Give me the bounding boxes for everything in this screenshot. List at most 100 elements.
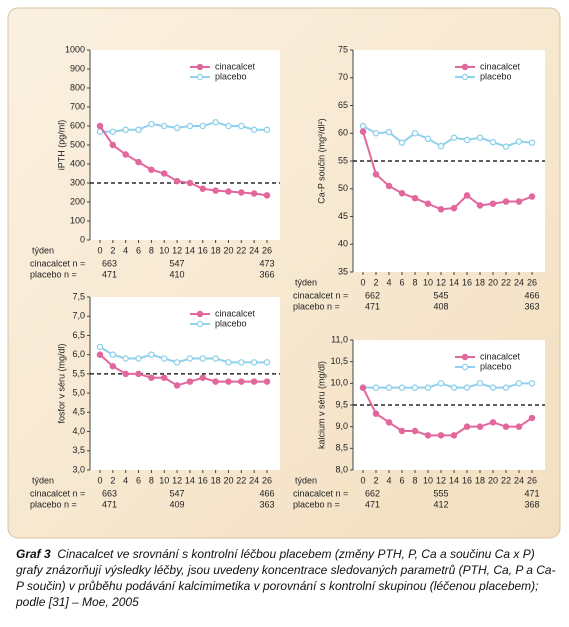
- y-tick-label: 75: [338, 44, 348, 54]
- data-point: [515, 138, 523, 145]
- data-point: [489, 200, 497, 207]
- y-tick-label: 8,0: [335, 464, 348, 474]
- legend-marker: [196, 320, 204, 328]
- x-tick-label: 10: [423, 277, 433, 287]
- data-point: [359, 384, 367, 391]
- y-tick-label: 1000: [65, 44, 85, 54]
- y-tick-label: 700: [70, 101, 85, 111]
- data-point: [450, 432, 458, 439]
- n-row-label: placebo n =: [30, 499, 77, 509]
- data-point: [489, 419, 497, 426]
- y-tick-label: 3,0: [72, 464, 85, 474]
- legend-marker: [196, 310, 204, 318]
- y-tick-label: 7,5: [72, 291, 85, 301]
- data-point: [225, 188, 232, 195]
- y-tick-label: 900: [70, 63, 85, 73]
- y-tick-label: 300: [70, 177, 85, 187]
- data-point: [424, 384, 432, 391]
- caption-text: Cinacalcet ve srovnání s kontrolní léčbo…: [16, 547, 556, 609]
- legend-label: placebo: [480, 71, 512, 81]
- y-tick-label: 70: [338, 72, 348, 82]
- legend-marker: [461, 73, 469, 81]
- x-tick-label: 2: [110, 475, 115, 485]
- y-tick-label: 10,0: [330, 378, 348, 388]
- n-count: 555: [433, 488, 448, 498]
- data-point: [476, 202, 484, 209]
- n-row-label: cinacalcet n =: [293, 290, 348, 300]
- data-point: [135, 158, 142, 166]
- data-point: [450, 384, 458, 391]
- data-point: [437, 432, 445, 439]
- x-tick-label: 2: [110, 245, 115, 255]
- data-point: [398, 384, 406, 391]
- data-point: [122, 151, 129, 158]
- y-tick-label: 45: [338, 211, 348, 221]
- y-tick-label: 100: [70, 215, 85, 225]
- x-tick-label: 22: [236, 475, 246, 485]
- x-tick-label: 12: [172, 475, 182, 485]
- legend-marker: [461, 63, 469, 71]
- x-tick-label: 26: [262, 475, 272, 485]
- data-point: [515, 198, 523, 205]
- data-point: [186, 179, 194, 187]
- x-tick-label: 18: [211, 245, 221, 255]
- x-tick-label: 8: [412, 277, 417, 287]
- y-tick-label: 55: [338, 155, 348, 165]
- y-tick-label: 6,5: [72, 330, 85, 340]
- data-point: [424, 200, 432, 207]
- n-count: 663: [102, 488, 117, 498]
- data-point: [372, 129, 380, 137]
- data-point: [528, 414, 536, 422]
- y-tick-label: 4,5: [72, 407, 85, 417]
- x-axis-label: týden: [295, 475, 317, 485]
- data-point: [476, 423, 484, 430]
- n-count: 363: [524, 301, 539, 311]
- x-tick-label: 26: [527, 277, 537, 287]
- data-point: [424, 135, 432, 143]
- data-point: [186, 122, 194, 130]
- data-point: [463, 384, 471, 391]
- n-count: 471: [102, 269, 117, 279]
- n-row-label: cinacalcet n =: [30, 488, 85, 498]
- y-tick-label: 800: [70, 82, 85, 92]
- data-point: [385, 419, 393, 426]
- data-point: [160, 374, 168, 381]
- y-tick-label: 10,5: [330, 356, 348, 366]
- x-tick-label: 18: [475, 277, 485, 287]
- n-count: 663: [102, 258, 117, 268]
- n-row-label: placebo n =: [30, 269, 77, 279]
- data-point: [238, 122, 245, 130]
- legend-label: cinacalcet: [215, 308, 256, 318]
- x-tick-label: 6: [136, 475, 141, 485]
- data-point: [372, 410, 380, 417]
- x-tick-label: 2: [373, 475, 378, 485]
- data-point: [476, 134, 484, 141]
- data-point: [411, 427, 419, 435]
- data-point: [411, 384, 419, 391]
- data-point: [263, 126, 271, 134]
- data-point: [359, 128, 367, 135]
- y-tick-label: 9,0: [335, 421, 348, 431]
- data-point: [398, 427, 406, 435]
- n-count: 547: [170, 258, 185, 268]
- data-point: [212, 118, 219, 126]
- x-tick-label: 10: [159, 475, 169, 485]
- data-point: [109, 141, 117, 149]
- data-point: [225, 378, 232, 385]
- data-point: [212, 187, 219, 194]
- legend-marker: [461, 353, 469, 361]
- y-axis-label: iPTH (pg/ml): [56, 120, 66, 171]
- n-row-label: placebo n =: [293, 301, 340, 311]
- data-point: [263, 359, 271, 366]
- x-tick-label: 14: [185, 245, 195, 255]
- x-tick-label: 6: [399, 277, 404, 287]
- x-tick-label: 12: [436, 277, 446, 287]
- y-tick-label: 600: [70, 120, 85, 130]
- data-point: [238, 378, 245, 385]
- y-tick-label: 500: [70, 139, 85, 149]
- x-tick-label: 20: [488, 277, 498, 287]
- data-point: [411, 194, 419, 202]
- x-tick-label: 0: [360, 277, 365, 287]
- y-tick-label: 40: [338, 239, 348, 249]
- data-point: [463, 192, 471, 199]
